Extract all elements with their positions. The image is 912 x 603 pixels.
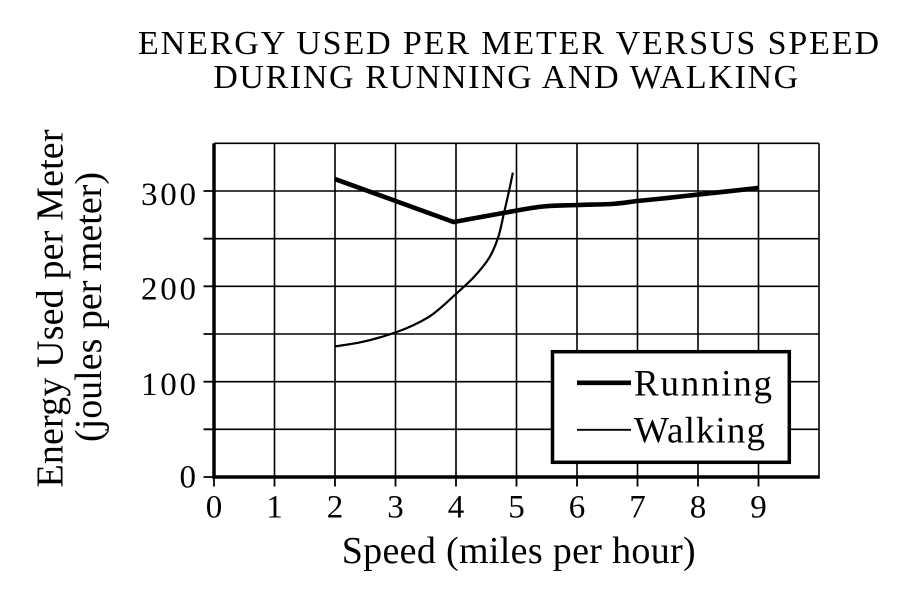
svg-text:Running: Running xyxy=(634,364,772,405)
svg-text:5: 5 xyxy=(508,490,525,526)
svg-text:200: 200 xyxy=(141,272,196,308)
svg-text:Speed (miles per hour): Speed (miles per hour) xyxy=(342,530,696,572)
svg-text:6: 6 xyxy=(569,490,586,526)
svg-text:7: 7 xyxy=(629,490,646,526)
svg-text:Energy Used per Meter: Energy Used per Meter xyxy=(30,129,72,487)
svg-text:100: 100 xyxy=(141,367,196,403)
svg-text:4: 4 xyxy=(448,490,465,526)
svg-text:1: 1 xyxy=(266,490,283,526)
svg-text:(joules per meter): (joules per meter) xyxy=(68,172,110,442)
svg-text:Walking: Walking xyxy=(634,411,765,452)
svg-text:3: 3 xyxy=(387,490,404,526)
svg-text:300: 300 xyxy=(141,177,196,213)
svg-text:DURING RUNNING AND WALKING: DURING RUNNING AND WALKING xyxy=(213,59,798,96)
svg-text:0: 0 xyxy=(206,490,223,526)
svg-text:ENERGY USED PER METER VERSUS S: ENERGY USED PER METER VERSUS SPEED xyxy=(138,25,879,62)
svg-text:0: 0 xyxy=(180,460,197,496)
svg-text:8: 8 xyxy=(690,490,707,526)
svg-text:9: 9 xyxy=(750,490,767,526)
svg-text:2: 2 xyxy=(327,490,344,526)
